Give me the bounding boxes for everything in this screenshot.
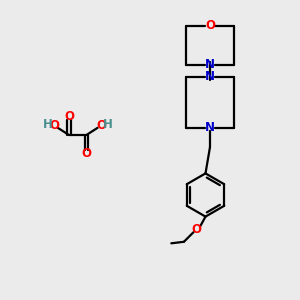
Text: O: O <box>96 119 106 132</box>
Text: O: O <box>49 119 59 132</box>
Text: N: N <box>205 70 215 83</box>
Text: O: O <box>205 19 215 32</box>
Text: O: O <box>191 223 202 236</box>
Text: N: N <box>205 121 215 134</box>
Text: O: O <box>81 147 92 160</box>
Text: N: N <box>205 58 215 71</box>
Text: H: H <box>43 118 52 131</box>
Text: H: H <box>103 118 113 131</box>
Text: O: O <box>64 110 74 123</box>
